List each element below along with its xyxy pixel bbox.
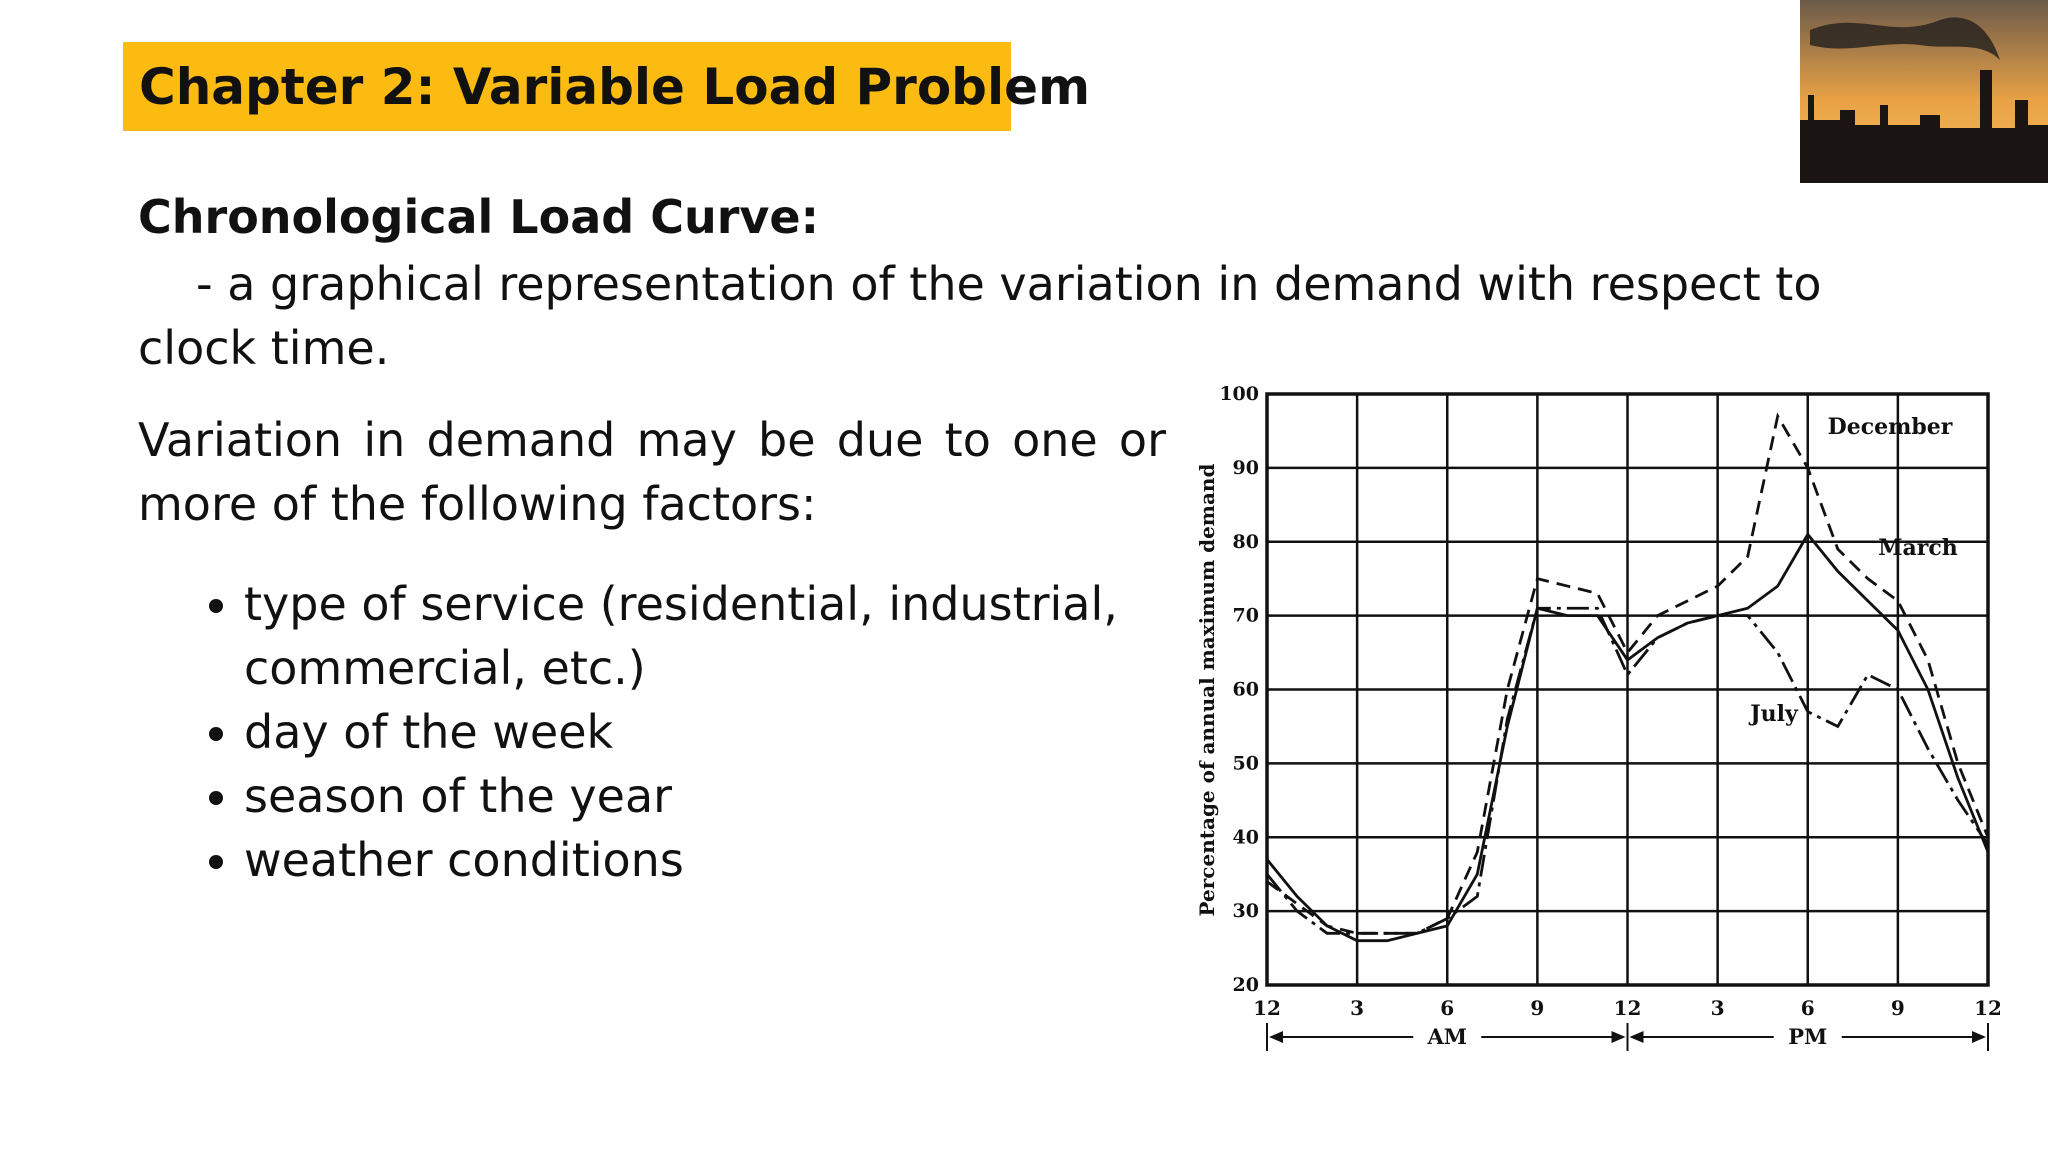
y-tick-label: 60 xyxy=(1233,679,1259,701)
period-label: PM xyxy=(1788,1024,1827,1049)
bullet-list: type of service (residential, industrial… xyxy=(190,572,1194,892)
title-box: Chapter 2: Variable Load Problem xyxy=(123,42,1090,131)
y-tick-label: 20 xyxy=(1233,974,1259,996)
plot-frame xyxy=(1265,392,1990,987)
chart: Percentage of annual maximum demand 20 30… xyxy=(1195,383,2000,1051)
heading: Chronological Load Curve: xyxy=(138,190,819,244)
x-tick-label: 3 xyxy=(1350,996,1364,1020)
x-tick-label: 12 xyxy=(1253,996,1281,1020)
x-tick-label: 6 xyxy=(1801,996,1815,1020)
factory-photo xyxy=(1800,0,2048,183)
y-tick-label: 50 xyxy=(1233,752,1259,774)
x-tick-label: 3 xyxy=(1711,996,1725,1020)
y-tick-label: 80 xyxy=(1233,531,1259,553)
x-tick-label: 12 xyxy=(1974,996,2000,1020)
y-tick-label: 90 xyxy=(1233,457,1259,479)
bullet: weather conditions xyxy=(244,828,1194,892)
y-tick-label: 70 xyxy=(1233,605,1259,627)
bullet: season of the year xyxy=(244,764,1194,828)
series-line xyxy=(1265,606,1990,935)
x-tick-label: 9 xyxy=(1891,996,1905,1020)
y-tick-label: 30 xyxy=(1233,900,1259,922)
bullet: type of service (residential, industrial… xyxy=(244,572,1194,700)
x-tick-label: 9 xyxy=(1530,996,1544,1020)
series-label: March xyxy=(1878,535,1958,561)
y-tick-label: 100 xyxy=(1219,383,1259,405)
series-label: July xyxy=(1748,701,1799,727)
bullet: day of the week xyxy=(244,700,1194,764)
y-axis-label: Percentage of annual maximum demand xyxy=(1195,464,1219,917)
x-tick-label: 6 xyxy=(1440,996,1454,1020)
series-label: December xyxy=(1828,414,1953,440)
series-line xyxy=(1265,531,1990,943)
y-tick-label: 40 xyxy=(1233,826,1259,848)
period-label: AM xyxy=(1426,1024,1467,1049)
x-tick-label: 12 xyxy=(1614,996,1642,1020)
paragraph: Variation in demand may be due to one or… xyxy=(138,413,1166,531)
definition: - a graphical representation of the vari… xyxy=(138,257,1822,375)
title: Chapter 2: Variable Load Problem xyxy=(139,57,1091,116)
